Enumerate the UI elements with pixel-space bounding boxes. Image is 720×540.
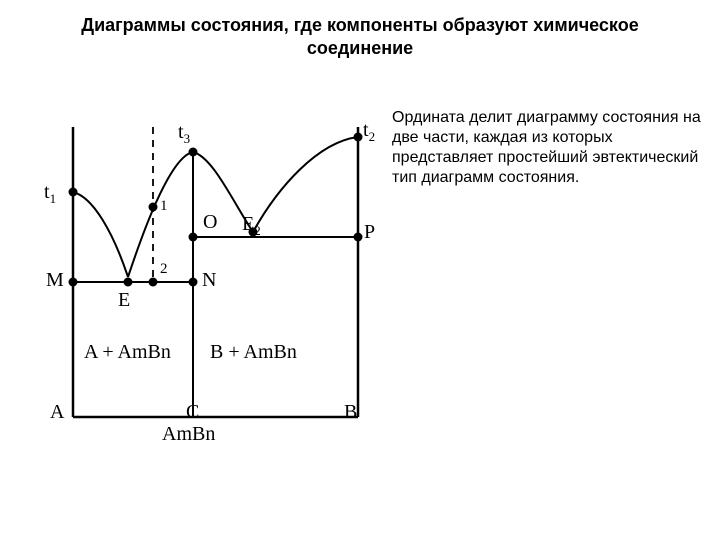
label-E: E (118, 290, 130, 310)
label-C: C (186, 402, 199, 422)
label-P: P (364, 222, 375, 242)
label-B: B (344, 402, 357, 422)
label-small-2: 2 (160, 262, 168, 277)
phase-diagram: t1 t3 t2 E2 1 2 O P M E N A + AmBn B + A… (18, 102, 378, 482)
label-t2: t2 (363, 120, 375, 143)
label-AmBn: AmBn (162, 424, 215, 444)
body-text: Ордината делит диаграмму состояния на дв… (392, 108, 704, 188)
label-O: O (203, 212, 217, 232)
label-t3: t3 (178, 122, 190, 145)
label-phase-right: B + AmBn (210, 342, 297, 362)
label-E2: E2 (242, 214, 261, 237)
page-title: Диаграммы состояния, где компоненты обра… (30, 14, 690, 59)
label-A: A (50, 402, 64, 422)
label-M: M (46, 270, 64, 290)
label-N: N (202, 270, 216, 290)
label-small-1: 1 (160, 199, 168, 214)
label-t1: t1 (44, 182, 56, 205)
label-phase-left: A + AmBn (84, 342, 171, 362)
